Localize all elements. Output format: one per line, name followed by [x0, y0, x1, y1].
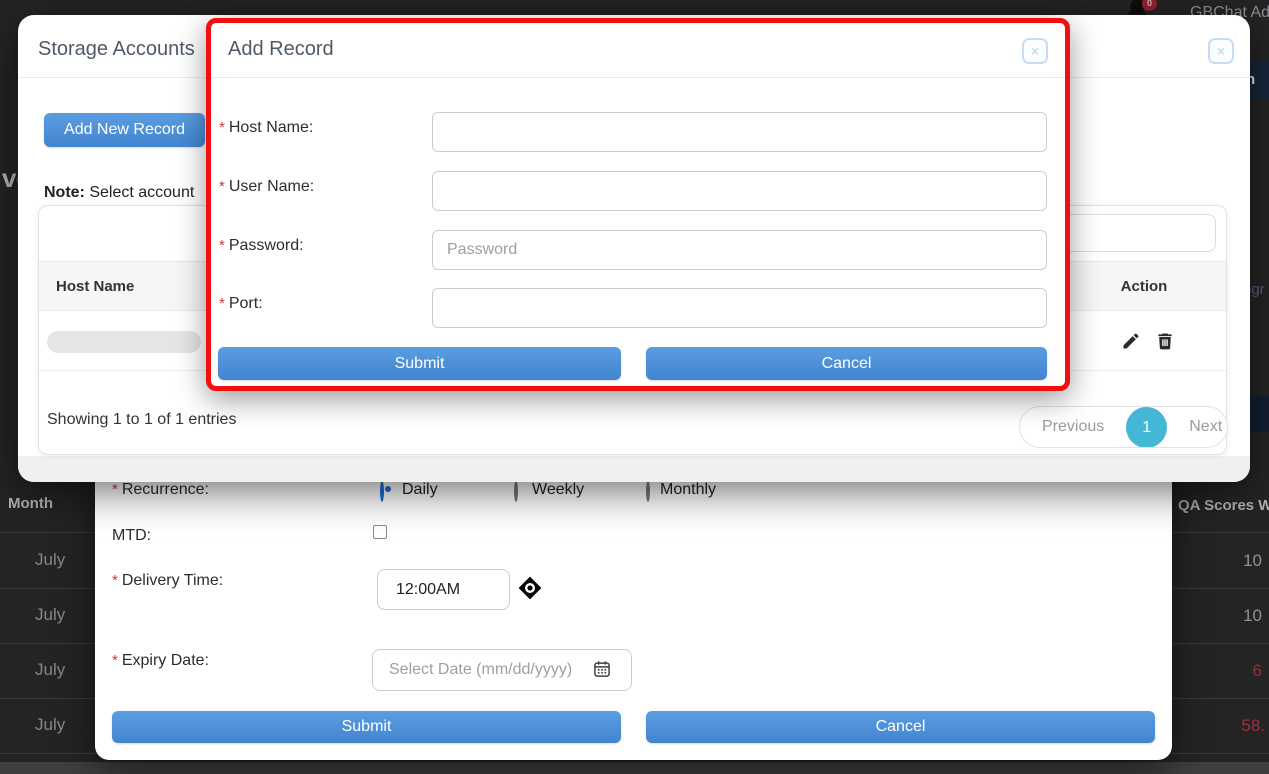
pagination: Previous 1 Next — [1019, 406, 1228, 448]
notification-badge: 0 — [1142, 0, 1157, 11]
required-marker: * — [112, 652, 118, 669]
delivery-time-input[interactable] — [377, 569, 510, 610]
recurrence-radio-monthly[interactable] — [646, 481, 650, 502]
mtd-label: MTD: — [112, 527, 152, 544]
qa-score-value: 6 — [1252, 661, 1262, 680]
notification-bell-icon[interactable] — [1124, 0, 1150, 20]
recurrence-radio-weekly[interactable] — [514, 481, 518, 502]
recurrence-option-weekly[interactable]: Weekly — [532, 481, 585, 498]
month-column-header: Month — [8, 495, 53, 512]
schedule-cancel-button[interactable]: Cancel — [646, 711, 1155, 743]
required-marker: * — [219, 178, 225, 195]
add-record-cancel-button[interactable]: Cancel — [646, 347, 1047, 380]
port-input[interactable] — [432, 288, 1047, 328]
host-name-input[interactable] — [432, 112, 1047, 152]
table-row: July — [35, 550, 66, 569]
delete-trash-icon[interactable] — [1155, 331, 1175, 351]
pagination-next[interactable]: Next — [1189, 418, 1223, 435]
password-label: * Password: — [219, 237, 304, 254]
delivery-time-label: * Delivery Time: — [112, 572, 224, 589]
table-row: July — [35, 660, 66, 679]
schedule-form-panel: * Recurrence: Daily Weekly Monthly MTD: *… — [95, 452, 1172, 760]
storage-modal-title: Storage Accounts — [38, 38, 195, 60]
calendar-icon[interactable] — [592, 659, 612, 679]
password-input[interactable] — [432, 230, 1047, 270]
recurrence-option-monthly[interactable]: Monthly — [660, 481, 717, 498]
required-marker: * — [219, 237, 225, 254]
host-name-label: * Host Name: — [219, 119, 314, 136]
host-name-header: Host Name — [56, 278, 135, 295]
redacted-host-name — [47, 331, 201, 353]
port-label: * Port: — [219, 295, 263, 312]
page-bottom-strip — [0, 762, 1269, 774]
required-marker: * — [219, 295, 225, 312]
recurrence-option-daily[interactable]: Daily — [402, 481, 438, 498]
user-name-input[interactable] — [432, 171, 1047, 211]
add-record-submit-button[interactable]: Submit — [218, 347, 621, 380]
action-header: Action — [1120, 278, 1168, 295]
storage-note-text: Note: Select account — [44, 184, 195, 201]
recurrence-label: * Recurrence: — [112, 481, 209, 498]
expiry-date-input[interactable] — [372, 649, 632, 691]
recurrence-radio-daily[interactable] — [380, 481, 384, 502]
schedule-submit-button[interactable]: Submit — [112, 711, 621, 743]
table-row: July — [35, 605, 66, 624]
add-record-close-icon[interactable]: × — [1022, 38, 1048, 64]
storage-modal-footer-strip — [18, 456, 1250, 482]
showing-entries-text: Showing 1 to 1 of 1 entries — [47, 411, 237, 428]
user-name-label: * User Name: — [219, 178, 315, 195]
required-marker: * — [112, 481, 118, 498]
table-row: July — [35, 715, 66, 734]
mtd-checkbox[interactable] — [373, 525, 387, 539]
qa-score-value: 10 — [1243, 606, 1262, 625]
background-nav-fragment: n — [1246, 71, 1256, 88]
edit-pencil-icon[interactable] — [1121, 331, 1141, 351]
qa-score-value: 10 — [1243, 551, 1262, 570]
pagination-previous[interactable]: Previous — [1042, 418, 1105, 435]
add-new-record-button[interactable]: Add New Record — [44, 113, 205, 147]
qa-score-value: 58. — [1241, 716, 1265, 735]
time-picker-crosshair-icon[interactable] — [518, 576, 542, 600]
add-record-modal: Add Record × * Host Name: * User Name: * Pa… — [206, 18, 1070, 391]
storage-modal-close-icon[interactable]: × — [1208, 38, 1234, 64]
required-marker: * — [112, 572, 118, 589]
qa-score-column-header: QA Scores W — [1178, 497, 1269, 514]
add-record-title: Add Record — [228, 38, 334, 60]
pagination-page-1[interactable]: 1 — [1126, 407, 1168, 447]
expiry-date-label: * Expiry Date: — [112, 652, 209, 669]
required-marker: * — [219, 119, 225, 136]
